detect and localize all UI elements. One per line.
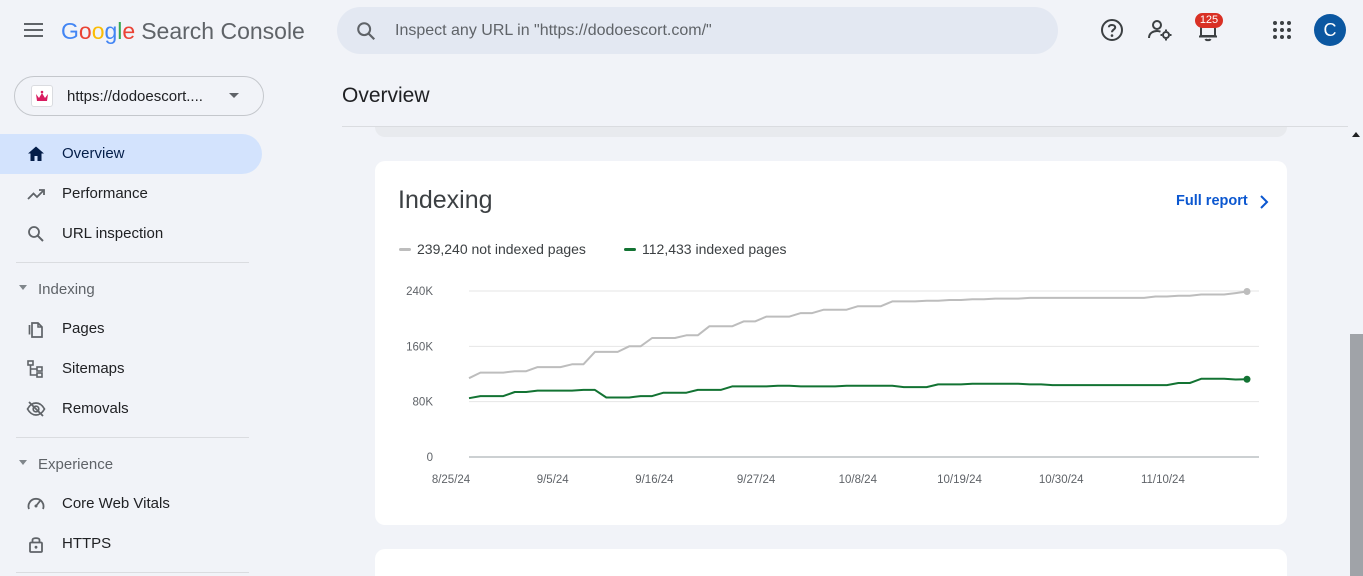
sidebar-item-label: HTTPS bbox=[62, 535, 112, 552]
y-tick-label: 0 bbox=[427, 452, 433, 464]
chevron-down-icon bbox=[229, 93, 239, 98]
x-tick-label: 8/25/24 bbox=[432, 474, 471, 486]
x-tick-label: 10/19/24 bbox=[937, 474, 982, 486]
sidebar-item-label: URL inspection bbox=[62, 225, 164, 242]
inspect-url-input[interactable] bbox=[395, 18, 1035, 44]
title-divider bbox=[342, 126, 1363, 127]
notifications-count-badge: 125 bbox=[1195, 13, 1223, 28]
scrollbar[interactable] bbox=[1348, 126, 1363, 576]
card-title: Indexing bbox=[398, 186, 493, 214]
sidebar-section-label: Experience bbox=[38, 456, 114, 473]
x-tick-label: 10/30/24 bbox=[1039, 474, 1084, 486]
indexed-series-line bbox=[468, 377, 1248, 400]
main-menu-icon[interactable] bbox=[22, 20, 46, 40]
account-avatar[interactable]: C bbox=[1314, 14, 1346, 46]
legend-label: 239,240 not indexed pages bbox=[417, 241, 586, 257]
legend-label: 112,433 indexed pages bbox=[642, 241, 787, 257]
previous-card-edge bbox=[375, 127, 1287, 137]
sidebar-item-https[interactable]: HTTPS bbox=[0, 524, 262, 564]
collapse-triangle-icon bbox=[19, 285, 27, 290]
google-apps-icon[interactable] bbox=[1269, 17, 1295, 43]
sidebar-item-core-web-vitals[interactable]: Core Web Vitals bbox=[0, 484, 262, 524]
visibility-off-icon bbox=[26, 401, 46, 417]
x-tick-label: 9/27/24 bbox=[737, 474, 776, 486]
home-icon bbox=[28, 146, 44, 161]
not-indexed-series-line bbox=[468, 290, 1248, 380]
url-inspection-search-bar[interactable] bbox=[337, 7, 1058, 54]
search-icon[interactable] bbox=[355, 20, 377, 42]
sidebar-divider bbox=[16, 437, 249, 438]
sitemap-icon bbox=[27, 360, 43, 378]
indexing-chart: 240K 160K 80K 0 8/25/24 9/5/24 9/16/24 9/27/24 1… bbox=[406, 286, 1259, 486]
page-title: Overview bbox=[342, 84, 430, 107]
site-favicon bbox=[31, 85, 53, 107]
sidebar-item-pages[interactable]: Pages bbox=[0, 309, 262, 349]
lock-icon bbox=[29, 537, 43, 553]
sidebar-section-label: Indexing bbox=[38, 281, 95, 298]
sidebar-divider bbox=[16, 262, 249, 263]
full-report-label: Full report bbox=[1176, 193, 1248, 209]
x-tick-label: 9/5/24 bbox=[537, 474, 570, 486]
indexing-card: Indexing Full report 239,240 not indexed… bbox=[375, 161, 1287, 525]
sidebar-item-label: Performance bbox=[62, 185, 148, 202]
sidebar-item-label: Core Web Vitals bbox=[62, 495, 170, 512]
account-settings-icon[interactable] bbox=[1147, 17, 1173, 43]
help-icon[interactable] bbox=[1099, 17, 1125, 43]
sidebar-item-label: Overview bbox=[62, 145, 125, 162]
sidebar-section-indexing[interactable]: Indexing bbox=[0, 274, 250, 304]
full-report-link[interactable]: Full report bbox=[1176, 193, 1269, 209]
y-tick-label: 160K bbox=[406, 341, 433, 353]
sidebar-divider bbox=[16, 572, 249, 573]
sidebar-item-label: Pages bbox=[62, 320, 105, 337]
property-selector[interactable]: https://dodoescort.... bbox=[14, 76, 264, 116]
legend-swatch bbox=[624, 248, 636, 251]
search-console-logo[interactable]: Google Search Console bbox=[61, 16, 305, 46]
x-tick-label: 11/10/24 bbox=[1141, 474, 1186, 486]
x-tick-label: 9/16/24 bbox=[635, 474, 674, 486]
y-tick-label: 240K bbox=[406, 286, 433, 298]
sidebar-item-overview[interactable]: Overview bbox=[0, 134, 262, 174]
collapse-triangle-icon bbox=[19, 460, 27, 465]
trending-up-icon bbox=[27, 189, 45, 200]
sidebar-item-url-inspection[interactable]: URL inspection bbox=[0, 214, 262, 254]
sidebar-item-sitemaps[interactable]: Sitemaps bbox=[0, 349, 262, 389]
legend-swatch bbox=[399, 248, 411, 251]
sidebar-item-label: Removals bbox=[62, 400, 129, 417]
next-card bbox=[375, 549, 1287, 576]
google-logo-text: Google bbox=[61, 18, 136, 44]
sidebar-section-experience[interactable]: Experience bbox=[0, 449, 250, 479]
indexed-end-point bbox=[1243, 375, 1251, 383]
y-tick-label: 80K bbox=[413, 397, 434, 409]
x-tick-label: 10/8/24 bbox=[839, 474, 878, 486]
chevron-right-icon bbox=[1260, 195, 1269, 209]
not-indexed-end-point bbox=[1243, 288, 1251, 296]
speed-gauge-icon bbox=[27, 497, 45, 510]
scroll-thumb[interactable] bbox=[1350, 334, 1363, 576]
property-label: https://dodoescort.... bbox=[67, 88, 203, 105]
sidebar-item-label: Sitemaps bbox=[62, 360, 125, 377]
search-icon bbox=[28, 226, 44, 242]
pages-icon bbox=[28, 322, 43, 338]
sidebar-item-performance[interactable]: Performance bbox=[0, 174, 262, 214]
product-name: Search Console bbox=[141, 18, 305, 44]
scroll-up-arrow-icon[interactable] bbox=[1352, 132, 1360, 137]
sidebar-item-removals[interactable]: Removals bbox=[0, 389, 262, 429]
